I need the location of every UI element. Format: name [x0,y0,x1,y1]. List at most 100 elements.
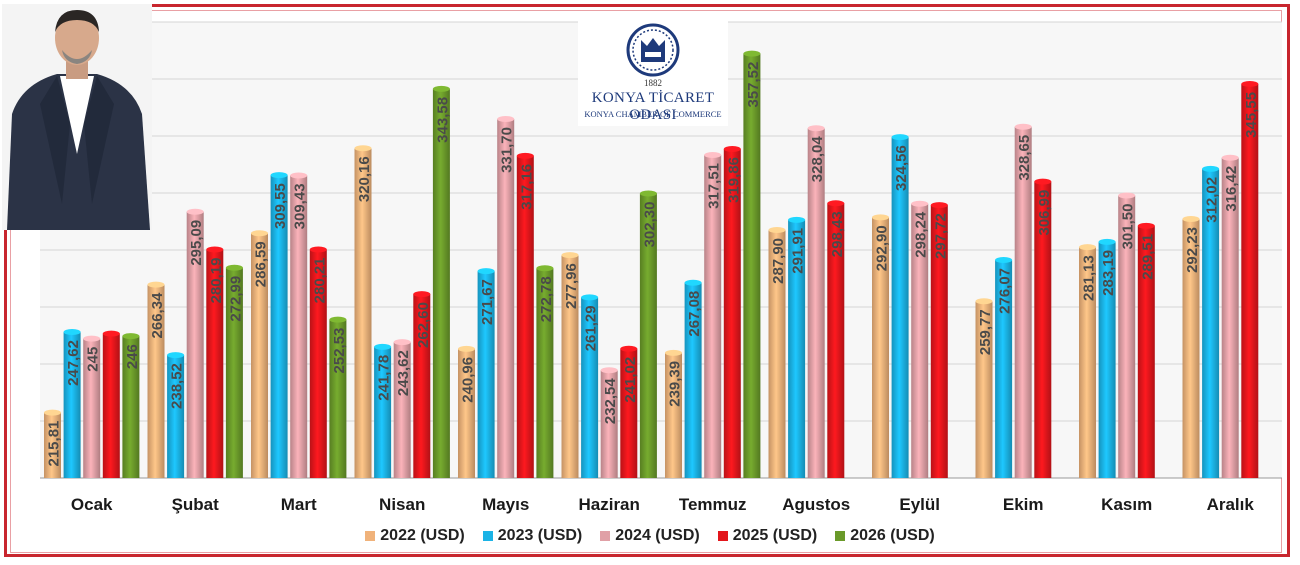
bar-cap [186,208,204,215]
legend-item: 2025 (USD) [717,527,818,545]
category-label: Şubat [172,495,220,514]
data-label: 331,70 [499,127,516,173]
bar-Ocak-2023 (USD) [63,332,81,478]
legend-swatch [835,531,846,541]
legend-item: 2022 (USD) [365,527,465,545]
category-label: Nisan [379,495,425,514]
bar-cap [225,264,243,271]
bar-cap [1079,244,1096,251]
bar-Şubat-2025 (USD) [206,249,224,478]
data-label: 302,30 [641,202,658,248]
data-label: 267,08 [686,291,703,337]
data-label: 297,72 [932,213,949,259]
bar-cap [167,352,185,359]
bar-cap [1098,238,1116,245]
bar-cap [872,214,889,221]
bar-Ekim-2025 (USD) [1034,181,1052,478]
bar-Şubat-2026 (USD) [225,267,243,478]
data-label: 328,65 [1016,135,1033,181]
data-label: 312,02 [1204,177,1221,223]
bar-cap [600,367,618,374]
bar-cap [458,345,475,352]
legend-swatch [482,531,493,541]
data-label: 241,02 [622,357,639,403]
data-label: 272,78 [538,276,555,322]
data-label: 345,55 [1243,92,1260,138]
data-label: 295,09 [188,220,205,266]
legend-label: 2023 (USD) [497,527,583,544]
data-label: 266,34 [149,292,166,339]
bar-Temmuz-2022 (USD) [665,352,682,478]
legend-label: 2024 (USD) [615,527,700,544]
bar-Agustos-2024 (USD) [807,128,825,479]
data-label: 259,77 [977,309,994,355]
data-label: 262,60 [415,302,432,348]
data-label: 289,51 [1139,234,1156,280]
bar-Mart-2022 (USD) [251,233,268,478]
logo-name: KONYA TİCARET ODASI [591,90,715,123]
bar-Mayıs-2024 (USD) [497,119,515,478]
bar-cap [516,152,534,159]
data-label: 239,39 [667,361,684,407]
bar-Eylül-2024 (USD) [911,203,929,479]
bar-Mart-2026 (USD) [329,319,347,478]
legend-item: 2023 (USD) [482,527,583,545]
data-label: 291,91 [790,228,807,274]
data-label: 301,50 [1120,204,1137,250]
data-label: 246 [124,344,141,369]
bar-Kasım-2022 (USD) [1079,247,1096,478]
data-label: 306,99 [1036,190,1053,236]
bar-Şubat-2024 (USD) [186,211,204,478]
legend-label: 2025 (USD) [732,527,818,544]
bar-Ocak-2026 (USD) [122,336,140,478]
data-label: 238,52 [169,363,186,409]
bar-cap [911,200,929,207]
bar-Temmuz-2026 (USD) [743,53,761,479]
bar-cap [807,125,825,132]
bar-cap [309,246,327,253]
bar-cap [930,202,948,209]
legend-label: 2026 (USD) [850,527,935,544]
bar-Haziran-2023 (USD) [581,297,599,478]
category-label: Mart [281,495,317,514]
bar-cap [374,343,392,350]
bar-Ekim-2022 (USD) [975,301,993,478]
data-label: 317,51 [706,163,723,209]
bar-Nisan-2022 (USD) [354,148,372,478]
data-label: 280,21 [311,257,328,303]
data-label: 215,81 [46,421,63,467]
bar-Kasım-2025 (USD) [1137,225,1155,478]
bar-Haziran-2026 (USD) [639,193,657,479]
bar-Nisan-2026 (USD) [432,88,450,478]
outer-frame [4,4,1290,557]
category-label: Mayıs [482,495,529,514]
logo-subtitle: KONYA CHAMBER OF COMMERCE [584,109,722,119]
data-label: 298,24 [913,211,930,258]
data-label: 276,07 [997,268,1014,314]
legend-item: 2026 (USD) [835,527,935,545]
data-label: 241,78 [376,355,393,401]
bar-Eylül-2025 (USD) [930,205,948,479]
bar-cap [704,151,722,158]
data-label: 243,62 [395,350,412,396]
bar-cap [620,345,638,352]
bar-Haziran-2024 (USD) [600,370,618,478]
data-label: 343,58 [434,97,451,143]
bar-Temmuz-2025 (USD) [723,149,741,478]
bar-cap [122,333,140,340]
bar-cap [995,256,1013,263]
bar-cap [581,294,599,301]
bar-Agustos-2025 (USD) [827,203,845,478]
bar-Aralık-2024 (USD) [1221,157,1239,478]
bar-Ocak-2022 (USD) [44,412,61,478]
data-label: 292,90 [874,225,891,271]
bar-Kasım-2023 (USD) [1098,241,1116,478]
data-label: 281,13 [1081,255,1098,301]
bar-cap [354,145,372,152]
data-label: 328,04 [809,136,826,183]
bar-cap [147,281,165,288]
bar-Mart-2025 (USD) [309,249,327,478]
data-label: 286,59 [253,241,270,287]
data-label: 357,52 [745,62,762,108]
chart-legend: 2022 (USD) 2023 (USD) 2024 (USD) 2025 (USD)… [0,525,1300,547]
